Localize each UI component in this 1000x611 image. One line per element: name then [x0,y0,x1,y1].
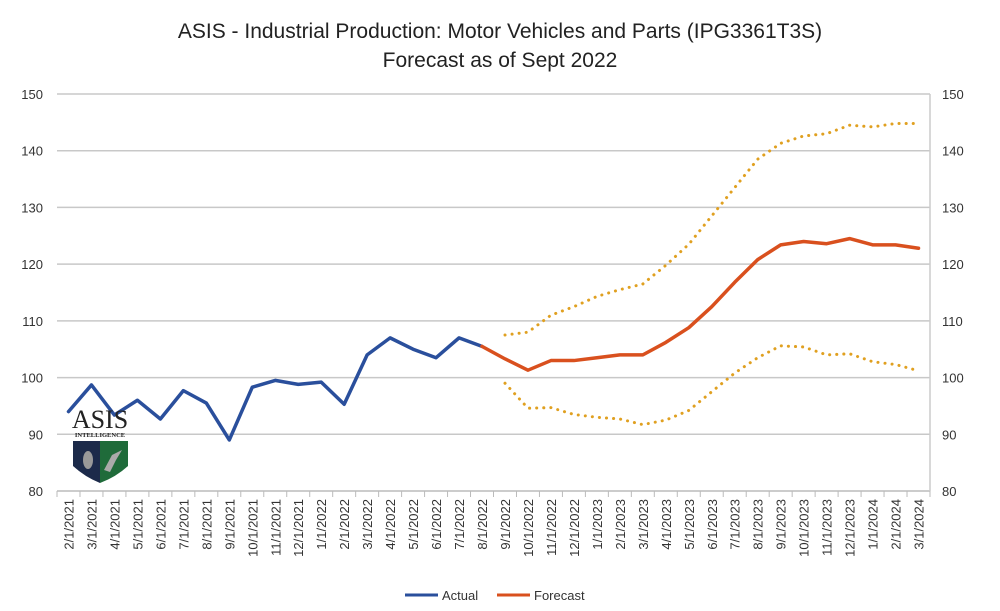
asis-logo: ASIS INTELLIGENCE [72,405,128,483]
owl-icon [83,451,93,469]
y-tick-label-left: 150 [21,87,43,102]
logo-text: ASIS [72,405,128,434]
chart-title: ASIS - Industrial Production: Motor Vehi… [178,20,822,43]
x-tick-label: 6/1/2022 [429,499,444,550]
y-tick-label-left: 90 [29,427,43,442]
x-tick-label: 4/1/2021 [107,499,122,550]
x-tick-label: 2/1/2021 [61,499,76,550]
y-tick-label-left: 140 [21,144,43,159]
x-tick-label: 3/1/2022 [360,499,375,550]
x-tick-label: 1/1/2023 [590,499,605,550]
x-tick-label: 10/1/2021 [245,499,260,557]
y-tick-label-right: 130 [942,200,964,215]
y-tick-label-right: 120 [942,257,964,272]
y-tick-label-right: 90 [942,427,956,442]
x-tick-label: 9/1/2021 [222,499,237,550]
x-tick-label: 12/1/2023 [843,499,858,557]
x-tick-label: 7/1/2023 [728,499,743,550]
legend: Actual Forecast [405,588,585,603]
x-tick-label: 7/1/2021 [176,499,191,550]
logo-subtext: INTELLIGENCE [75,432,125,439]
x-tick-label: 5/1/2022 [406,499,421,550]
eagle-icon [104,450,122,472]
x-tick-label: 2/1/2022 [337,499,352,550]
x-tick-label: 6/1/2021 [153,499,168,550]
x-tick-label: 11/1/2021 [268,499,283,556]
x-tick-label: 1/1/2024 [866,499,881,550]
x-tick-label: 12/1/2022 [567,499,582,557]
x-tick-label: 3/1/2021 [84,499,99,550]
y-tick-label-left: 110 [22,314,43,329]
x-tick-label: 10/1/2022 [521,499,536,557]
y-tick-label-right: 150 [942,87,964,102]
x-tick-label: 8/1/2022 [475,499,490,550]
lower-bound-series-line [503,344,921,427]
x-tick-label: 1/1/2022 [314,499,329,550]
x-tick-label: 6/1/2023 [705,499,720,550]
legend-actual-label: Actual [442,588,478,603]
x-tick-label: 10/1/2023 [797,499,812,557]
y-tick-label-right: 80 [942,484,956,499]
x-tick-label: 4/1/2022 [383,499,398,550]
x-tick-label: 5/1/2021 [130,499,145,550]
x-tick-label: 11/1/2022 [544,499,559,556]
y-tick-label-left: 130 [21,200,43,215]
y-tick-label-left: 80 [29,484,43,499]
y-tick-label-right: 140 [942,144,964,159]
actual-series-line [66,336,484,442]
chart-subtitle: Forecast as of Sept 2022 [383,49,618,72]
y-tick-label-right: 100 [942,371,964,386]
y-tick-label-right: 110 [942,314,963,329]
x-tick-label: 5/1/2023 [682,499,697,550]
x-tick-label: 2/1/2023 [613,499,628,550]
y-tick-label-left: 120 [21,257,43,272]
x-tick-label: 11/1/2023 [820,499,835,556]
x-tick-label: 9/1/2023 [774,499,789,550]
x-tick-label: 7/1/2022 [452,499,467,550]
forecast-series-line [480,236,921,372]
x-tick-label: 9/1/2022 [498,499,513,550]
x-tick-label: 4/1/2023 [659,499,674,550]
x-tick-label: 8/1/2021 [199,499,214,550]
upper-bound-series-line [503,121,921,337]
x-tick-label: 8/1/2023 [751,499,766,550]
y-tick-label-left: 100 [21,371,43,386]
x-tick-label: 3/1/2023 [636,499,651,550]
x-tick-label: 12/1/2021 [291,499,306,557]
x-tick-label: 2/1/2024 [889,499,904,550]
legend-forecast-label: Forecast [534,588,585,603]
x-tick-label: 3/1/2024 [912,499,927,550]
